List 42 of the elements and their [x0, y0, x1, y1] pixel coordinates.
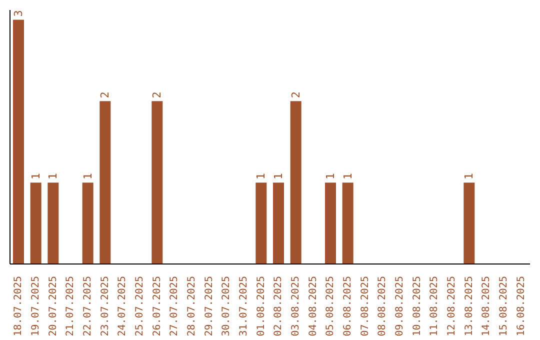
x-tick-label: 23.07.2025: [100, 276, 111, 336]
x-tick-label: 04.08.2025: [308, 276, 319, 336]
x-tick-label: 22.07.2025: [82, 276, 94, 336]
x-tick-label: 15.08.2025: [498, 276, 510, 336]
data-label: 2: [98, 92, 112, 98]
data-label: 1: [462, 172, 476, 180]
data-label: 1: [272, 172, 285, 180]
x-tick-label: 14.08.2025: [481, 276, 492, 336]
x-tick-label: 05.08.2025: [325, 276, 336, 336]
x-tick-label: 24.07.2025: [117, 276, 128, 336]
x-tick-label: 27.07.2025: [169, 276, 180, 336]
x-tick-label: 16.08.2025: [516, 276, 527, 336]
x-tick-label: 08.08.2025: [377, 276, 388, 336]
data-label: 2: [289, 92, 302, 98]
x-tick-label: 07.08.2025: [360, 276, 371, 336]
x-tick-label: 09.08.2025: [394, 276, 406, 336]
x-tick-label: 18.07.2025: [13, 276, 24, 336]
x-tick-label: 06.08.2025: [342, 276, 354, 336]
x-tick-label: 20.07.2025: [48, 276, 59, 336]
x-tick-label: 02.08.2025: [273, 276, 284, 336]
x-tick-label: 12.08.2025: [446, 276, 458, 336]
x-tick-label: 31.07.2025: [238, 276, 250, 336]
data-label: 1: [29, 172, 42, 180]
x-tick-label: 10.08.2025: [412, 276, 423, 336]
x-tick-label: 25.07.2025: [134, 276, 146, 336]
x-tick-label: 21.07.2025: [65, 276, 76, 336]
x-tick-label: 28.07.2025: [186, 276, 198, 336]
data-label: 1: [254, 172, 268, 180]
x-tick-label: 19.07.2025: [30, 276, 42, 336]
data-label: 1: [341, 172, 354, 180]
data-label: 2: [150, 92, 164, 98]
x-tick-label: 30.07.2025: [221, 276, 232, 336]
x-tick-label: 11.08.2025: [429, 276, 440, 336]
x-tick-label: 03.08.2025: [290, 276, 302, 336]
data-label: 3: [12, 10, 25, 17]
data-label: 1: [46, 172, 60, 180]
x-tick-label: 26.07.2025: [152, 276, 163, 336]
x-tick-label: 29.07.2025: [204, 276, 215, 336]
x-tick-label: 13.08.2025: [464, 276, 475, 336]
x-tick-label: 01.08.2025: [256, 276, 267, 336]
data-label: 1: [81, 172, 94, 180]
data-label: 1: [324, 172, 337, 180]
